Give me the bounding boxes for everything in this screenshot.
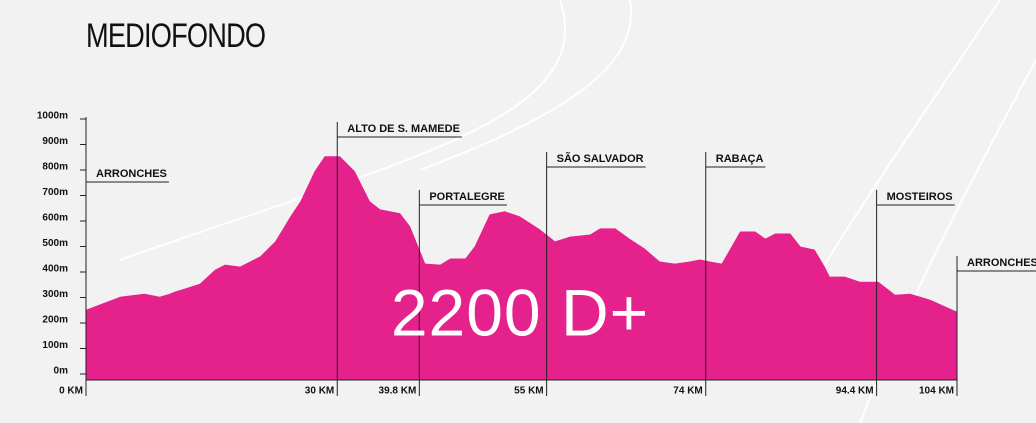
y-tick-label: 0m <box>54 366 69 377</box>
waypoint-label: ARRONCHES <box>967 257 1036 269</box>
x-tick-label: 74 KM <box>673 386 702 397</box>
plot: 0m 100m 200m 300m 400m 500m 600m 700m 800m 900m 10… <box>37 111 1036 397</box>
waypoint-label: PORTALEGRE <box>429 191 505 203</box>
y-tick-label: 300m <box>42 289 68 300</box>
annotation: 2200 D+ <box>391 275 649 349</box>
y-tick-label: 200m <box>42 315 68 326</box>
waypoint-label: MOSTEIROS <box>887 191 953 203</box>
y-tick-label: 1000m <box>37 111 68 122</box>
y-tick-label: 100m <box>42 340 68 351</box>
x-tick-label: 0 KM <box>59 386 83 397</box>
y-tick-label: 500m <box>42 238 68 249</box>
y-tick-label: 800m <box>42 162 68 173</box>
waypoint-label: ALTO DE S. MAMEDE <box>347 123 460 135</box>
chart-title: MEDIOFONDO <box>86 16 265 55</box>
x-tick-label: 104 KM <box>919 386 954 397</box>
y-tick-label: 900m <box>42 136 68 147</box>
elevation-area <box>86 156 957 380</box>
x-tick-label: 94.4 KM <box>836 386 874 397</box>
y-tick-label: 600m <box>42 213 68 224</box>
waypoint-label: SÃO SALVADOR <box>557 152 644 165</box>
y-tick-label: 400m <box>42 264 68 275</box>
y-tick-label: 700m <box>42 187 68 198</box>
waypoint-label: ARRONCHES <box>96 168 167 180</box>
x-tick-label: 30 KM <box>305 386 334 397</box>
waypoint-label: RABAÇA <box>716 153 764 165</box>
x-tick-label: 55 KM <box>514 386 543 397</box>
x-tick-label: 39.8 KM <box>379 386 417 397</box>
bg-curve <box>419 0 633 171</box>
